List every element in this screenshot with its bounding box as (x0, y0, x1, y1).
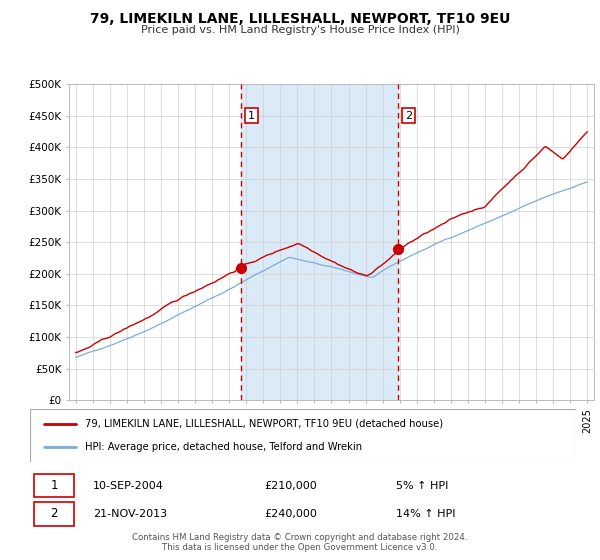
Bar (241, 84, 398, 400)
Text: HPI: Average price, detached house, Telford and Wrekin: HPI: Average price, detached house, Telf… (85, 442, 362, 452)
Text: 1: 1 (50, 479, 58, 492)
Text: £240,000: £240,000 (265, 509, 317, 519)
Text: This data is licensed under the Open Government Licence v3.0.: This data is licensed under the Open Gov… (163, 543, 437, 552)
Text: 14% ↑ HPI: 14% ↑ HPI (396, 509, 455, 519)
Text: Contains HM Land Registry data © Crown copyright and database right 2024.: Contains HM Land Registry data © Crown c… (132, 533, 468, 542)
Bar (34, 502, 74, 526)
Text: 10-SEP-2004: 10-SEP-2004 (93, 480, 164, 491)
Text: 21-NOV-2013: 21-NOV-2013 (93, 509, 167, 519)
Text: 79, LIMEKILN LANE, LILLESHALL, NEWPORT, TF10 9EU (detached house): 79, LIMEKILN LANE, LILLESHALL, NEWPORT, … (85, 419, 443, 429)
Text: 1: 1 (248, 111, 255, 120)
Bar (34, 474, 74, 497)
Text: £210,000: £210,000 (265, 480, 317, 491)
Text: 2: 2 (50, 507, 58, 520)
Text: 5% ↑ HPI: 5% ↑ HPI (396, 480, 448, 491)
Text: 2: 2 (405, 111, 412, 120)
Text: Price paid vs. HM Land Registry's House Price Index (HPI): Price paid vs. HM Land Registry's House … (140, 25, 460, 35)
Text: 79, LIMEKILN LANE, LILLESHALL, NEWPORT, TF10 9EU: 79, LIMEKILN LANE, LILLESHALL, NEWPORT, … (90, 12, 510, 26)
